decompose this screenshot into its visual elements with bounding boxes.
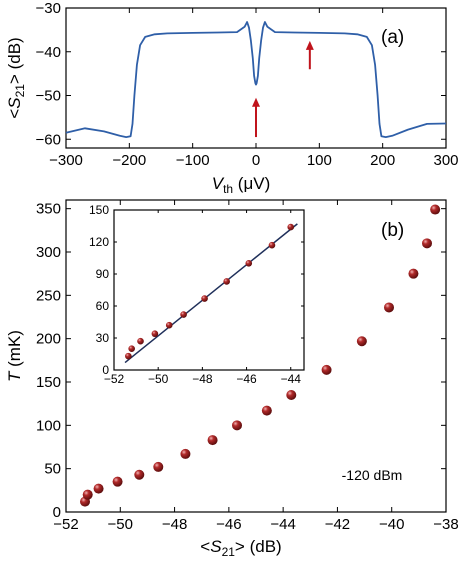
panel-a-line	[65, 21, 447, 138]
inset-x-tick-label: −48	[192, 372, 213, 386]
panel-a-y-tick-label: −50	[36, 88, 61, 105]
panel-a-ticks: −300 −200 −100 0 100 200 300 −60 −50 −40 −30	[36, 0, 459, 169]
inset-y-tick-label: 150	[89, 203, 109, 217]
inset-ticks: −52 −50 −48 −46 −44 0 30 60 90 120 150	[89, 203, 304, 386]
panel-b-y-tick-label: 0	[53, 504, 61, 521]
panel-b-label: (b)	[381, 220, 404, 241]
data-point	[153, 461, 164, 472]
data-point	[286, 390, 297, 400]
inset-data-point	[223, 278, 230, 285]
panel-a-x-tick-label: −200	[112, 152, 146, 169]
panel-a-x-tick-label: 200	[370, 152, 395, 169]
inset-data-point	[180, 311, 187, 318]
inset-frame	[113, 209, 305, 371]
data-point	[93, 483, 104, 494]
panel-b-frame	[65, 199, 447, 513]
panel-b-series	[80, 204, 441, 507]
inset-data-point	[137, 337, 144, 345]
inset-x-tick-label: −50	[148, 372, 169, 386]
data-point	[261, 405, 272, 416]
panel-b-y-tick-label: 150	[36, 374, 61, 391]
panel-a-label: (a)	[381, 27, 404, 48]
panel-a-arrows	[252, 40, 314, 138]
panel-a-y-tick-label: −40	[36, 44, 61, 61]
panel-b-y-tick-label: 50	[44, 461, 61, 478]
panel-a-x-tick-label: 100	[307, 152, 332, 169]
inset-data-point	[287, 223, 295, 231]
inset-data-point	[268, 241, 276, 249]
data-point	[180, 448, 191, 459]
inset-data-point	[245, 260, 253, 267]
inset-x-tick-label: −46	[236, 372, 257, 386]
data-point	[430, 204, 441, 215]
panel-a-y-axis-title: <S21> (dB)	[5, 37, 27, 118]
inset-data-point	[128, 345, 135, 352]
panel-b-x-tick-label: −38	[433, 516, 458, 533]
data-point	[134, 469, 145, 480]
panel-a-x-tick-label: −100	[176, 152, 210, 169]
panel-b-y-axis-title: T (mK)	[5, 330, 24, 382]
panel-b-x-tick-label: −40	[379, 516, 404, 533]
data-point	[384, 302, 394, 313]
data-point	[82, 489, 93, 500]
data-point	[321, 364, 332, 375]
inset-background	[114, 210, 304, 370]
data-point	[408, 268, 419, 279]
panel-b: −52 −50 −48 −46 −44 −42 −40 −38 0 50 100 150 200 250 3…	[5, 199, 459, 559]
panel-b-x-tick-label: −48	[162, 516, 187, 533]
panel-a-y-tick-label: −60	[36, 131, 61, 148]
red-arrow-head	[305, 40, 314, 50]
panel-b-x-tick-label: −46	[216, 516, 241, 533]
panel-a-x-tick-label: 0	[252, 152, 260, 169]
data-point	[356, 336, 367, 347]
inset-x-tick-label: −44	[281, 372, 302, 386]
inset-y-tick-label: 0	[102, 363, 109, 377]
panel-b-y-tick-label: 250	[36, 287, 61, 304]
linear-fit-line	[124, 223, 298, 364]
panel-a-x-tick-label: −300	[49, 152, 83, 169]
inset-data-point	[165, 321, 173, 329]
inset-y-tick-label: 30	[96, 331, 110, 345]
data-point	[232, 420, 242, 431]
panel-b-y-tick-label: 200	[36, 331, 61, 348]
panel-b-ticks: −52 −50 −48 −46 −44 −42 −40 −38 0 50 100 150 200 250 3…	[36, 200, 459, 533]
inset-x-tick-label: −52	[104, 372, 125, 386]
panel-b-x-tick-label: −52	[53, 516, 78, 533]
inset-series	[125, 223, 295, 360]
panel-b-x-tick-label: −44	[270, 516, 295, 533]
panel-b-x-tick-label: −42	[325, 516, 350, 533]
panel-b-x-axis-title: <S21> (dB)	[200, 537, 281, 559]
panel-b-y-tick-label: 300	[36, 244, 61, 261]
inset-data-point	[125, 352, 132, 360]
power-annotation: -120 dBm	[342, 467, 403, 483]
panel-a-x-axis-title: Vth (μV)	[212, 174, 271, 196]
panel-b-y-tick-label: 350	[36, 201, 61, 218]
inset-chart: −52 −50 −48 −46 −44 0 30 60 90 120 150	[89, 203, 305, 386]
inset-fit-line	[124, 223, 298, 364]
inset-y-tick-label: 90	[96, 267, 110, 281]
panel-a-x-tick-label: 300	[433, 152, 458, 169]
panel-a: −300 −200 −100 0 100 200 300 −60 −50 −40 −30 (a) V…	[5, 0, 459, 196]
panel-b-y-tick-label: 100	[36, 417, 61, 434]
panel-a-y-tick-label: −30	[36, 0, 61, 17]
inset-y-tick-label: 120	[89, 235, 109, 249]
inset-data-point	[151, 330, 159, 338]
panel-a-series	[65, 21, 447, 138]
data-point	[422, 238, 432, 249]
red-arrow-head	[252, 97, 260, 107]
panel-b-x-tick-label: −50	[108, 516, 133, 533]
data-point	[112, 476, 123, 487]
inset-y-tick-label: 60	[96, 299, 110, 313]
inset-data-point	[201, 295, 208, 302]
data-point	[207, 435, 218, 446]
